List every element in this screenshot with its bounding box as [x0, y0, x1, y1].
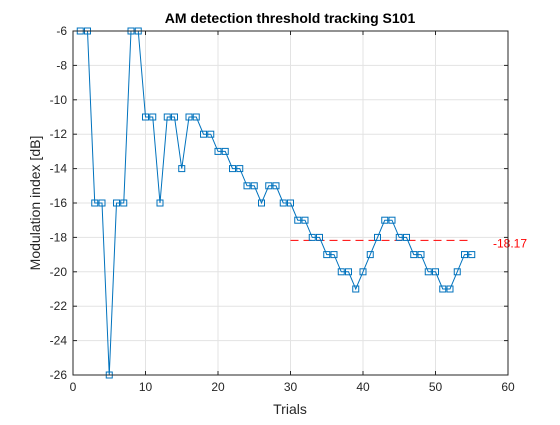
data-point [439, 285, 447, 293]
data-point [294, 216, 302, 224]
data-point [229, 165, 236, 173]
y-tick-label: -22 [50, 299, 68, 313]
data-point [388, 216, 396, 224]
data-point [178, 165, 186, 173]
y-tick-label: -24 [50, 334, 68, 348]
data-point [417, 251, 425, 259]
y-tick-label: -8 [56, 58, 67, 72]
data-point [142, 113, 149, 121]
data-point [120, 199, 128, 207]
axis-ticks: 0 10 20 30 40 50 60 -26 -24 -22 -20 -18 -16 -14 -12 -10… [50, 24, 515, 394]
data-point [446, 285, 454, 293]
x-tick-label: 30 [284, 380, 298, 394]
y-tick-label: -26 [50, 368, 68, 382]
data-point [91, 199, 99, 207]
x-axis-label: Trials [273, 401, 307, 417]
y-tick-label: -20 [50, 265, 68, 279]
data-point [359, 268, 367, 276]
x-tick-label: 40 [356, 380, 370, 394]
data-point [156, 199, 164, 207]
data-point [221, 147, 229, 155]
x-tick-label: 60 [501, 380, 515, 394]
data-point [374, 233, 381, 241]
y-tick-label: -16 [50, 196, 68, 210]
data-point [98, 199, 106, 207]
data-point [163, 113, 171, 121]
data-point [149, 113, 157, 121]
data-point [236, 165, 244, 173]
data-point [453, 268, 461, 276]
data-point [272, 182, 280, 190]
data-point [337, 268, 345, 276]
data-point [279, 199, 287, 207]
data-point [265, 182, 273, 190]
data-point [207, 130, 215, 138]
data-point [395, 233, 403, 241]
x-tick-label: 50 [429, 380, 443, 394]
y-tick-label: -18 [50, 230, 68, 244]
data-point [301, 216, 309, 224]
data-point [200, 130, 207, 138]
data-point [352, 285, 360, 293]
threshold-label: -18.17 [493, 236, 527, 250]
x-tick-label: 20 [211, 380, 225, 394]
data-point [330, 251, 338, 259]
y-tick-label: -10 [50, 93, 68, 107]
series-line [80, 30, 472, 376]
data-point [243, 182, 251, 190]
x-tick-label: 10 [139, 380, 153, 394]
x-tick-label: 0 [70, 380, 77, 394]
data-point [345, 268, 352, 276]
data-point [185, 113, 193, 121]
data-point [381, 216, 389, 224]
data-point [258, 199, 265, 207]
data-point [410, 251, 418, 259]
data-point [214, 147, 222, 155]
data-point [403, 233, 410, 241]
series-layer [76, 27, 476, 379]
data-point [366, 251, 374, 259]
data-point [113, 199, 120, 207]
data-point [468, 251, 476, 259]
data-point [250, 182, 258, 190]
data-point [424, 268, 432, 276]
y-tick-label: -6 [56, 24, 67, 38]
data-point [461, 251, 468, 259]
data-point [287, 199, 294, 207]
chart-title: AM detection threshold tracking S101 [165, 10, 416, 26]
data-point [171, 113, 178, 121]
y-tick-label: -12 [50, 127, 68, 141]
y-tick-label: -14 [50, 162, 68, 176]
data-point [192, 113, 200, 121]
data-point [308, 233, 316, 241]
data-point [432, 268, 439, 276]
data-point [316, 233, 323, 241]
data-point [323, 251, 331, 259]
y-axis-label: Modulation index [dB] [27, 136, 43, 271]
